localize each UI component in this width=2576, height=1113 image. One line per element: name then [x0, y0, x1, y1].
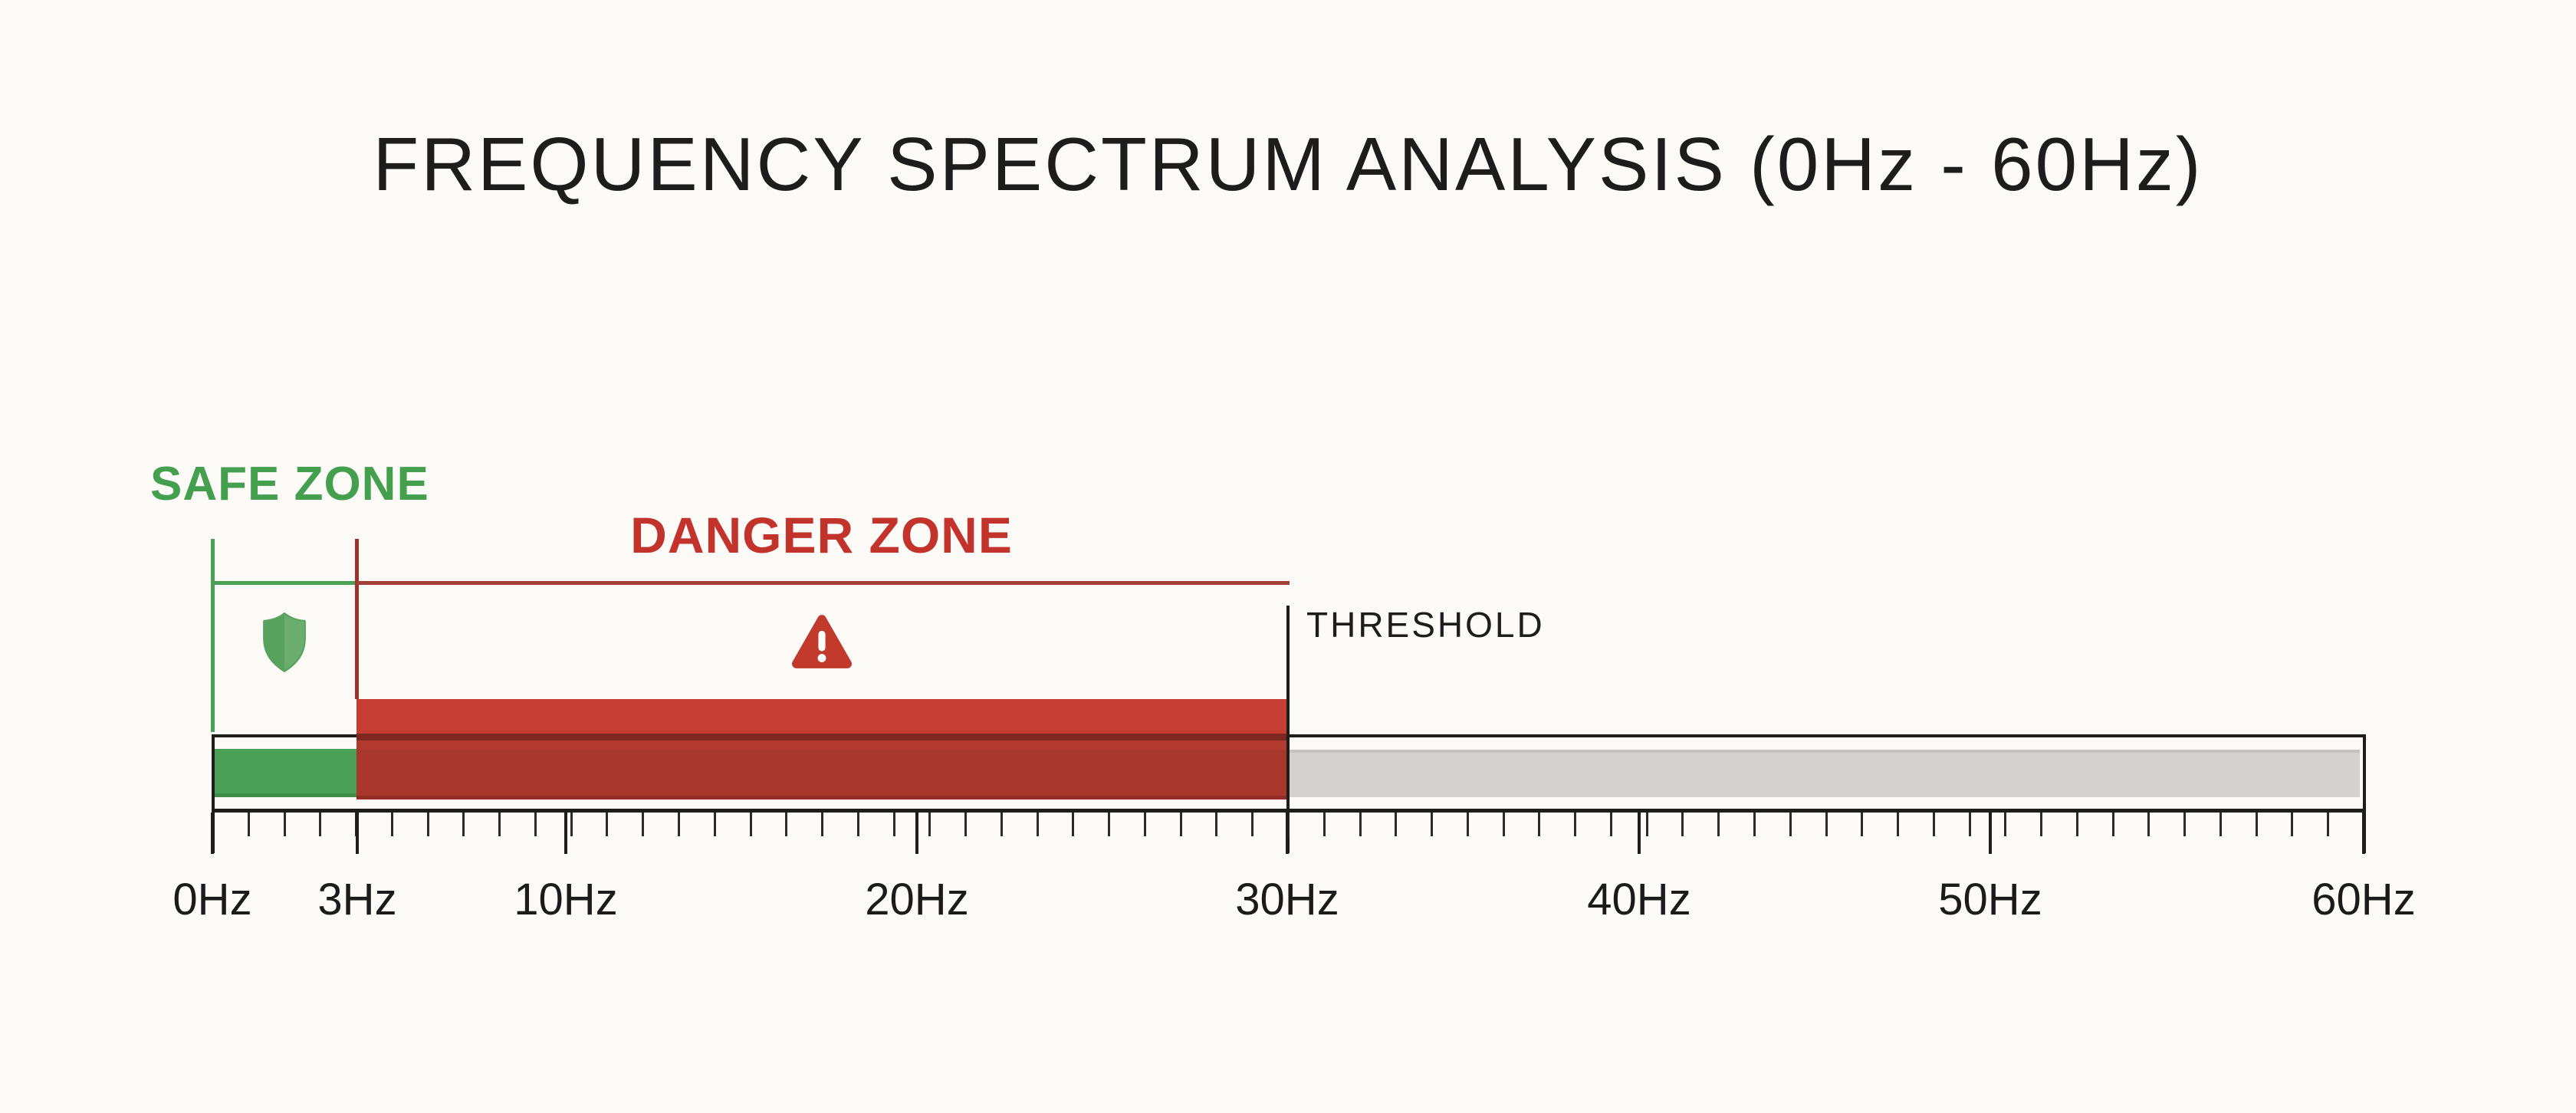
axis-minor-tick: [2075, 813, 2078, 836]
axis-major-tick: [1638, 813, 1641, 854]
axis-minor-tick: [426, 813, 429, 836]
axis-minor-tick: [892, 813, 895, 836]
axis-tick-label: 20Hz: [865, 875, 969, 924]
axis-minor-tick: [534, 813, 537, 836]
axis-minor-tick: [1932, 813, 1935, 836]
axis-minor-tick: [2327, 813, 2330, 836]
spectrum-bar-left-edge: [212, 734, 215, 853]
spectrum-bar-right-edge: [2363, 734, 2366, 853]
axis-minor-tick: [1609, 813, 1612, 836]
safe-zone-bar-segment: [215, 749, 356, 797]
axis-minor-tick: [1681, 813, 1684, 836]
axis-minor-tick: [1000, 813, 1003, 836]
danger-segment-seam: [356, 734, 1286, 740]
axis-major-tick: [1989, 813, 1992, 854]
axis-minor-tick: [462, 813, 465, 836]
safe-zone-label: SAFE ZONE: [150, 458, 429, 511]
axis-tick-label: 3Hz: [317, 875, 397, 924]
danger-zone-bracket-line: [356, 581, 1290, 585]
axis-minor-tick: [1753, 813, 1756, 836]
shield-icon: [258, 610, 310, 675]
danger-zone-pointer-line: [355, 539, 359, 699]
axis-minor-tick: [1322, 813, 1326, 836]
page-title: FREQUENCY SPECTRUM ANALYSIS (0Hz - 60Hz): [373, 122, 2203, 206]
axis-minor-tick: [1431, 813, 1434, 836]
safe-zone-pointer-line: [211, 539, 215, 732]
axis-minor-tick: [821, 813, 824, 836]
axis-minor-tick: [1717, 813, 1720, 836]
axis-minor-tick: [1215, 813, 1218, 836]
danger-segment-upper-band: [356, 699, 1286, 734]
axis-minor-tick: [749, 813, 752, 836]
axis-minor-tick: [928, 813, 932, 836]
axis-minor-tick: [1466, 813, 1469, 836]
axis-minor-tick: [606, 813, 609, 836]
axis-minor-tick: [2040, 813, 2043, 836]
danger-zone-label: DANGER ZONE: [630, 507, 1013, 563]
axis-minor-tick: [1897, 813, 1900, 836]
axis-minor-tick: [319, 813, 322, 836]
axis-major-tick: [564, 813, 567, 854]
axis-major-tick: [2362, 813, 2365, 854]
axis-baseline: [212, 809, 2366, 813]
axis-minor-tick: [1502, 813, 1505, 836]
axis-minor-tick: [1359, 813, 1362, 836]
axis-minor-tick: [1251, 813, 1254, 836]
axis-minor-tick: [2183, 813, 2187, 836]
danger-zone-bar-segment: [356, 699, 1286, 799]
axis-minor-tick: [1179, 813, 1182, 836]
axis-minor-tick: [713, 813, 716, 836]
axis-minor-tick: [2147, 813, 2150, 836]
axis-tick-label: 40Hz: [1587, 875, 1691, 924]
axis-minor-tick: [2255, 813, 2258, 836]
spectrum-bar-top-outline: [212, 734, 2366, 737]
axis-minor-tick: [498, 813, 501, 836]
axis-major-tick: [1286, 813, 1289, 854]
warning-triangle-icon: [790, 612, 854, 671]
danger-segment-lower-band: [356, 750, 1286, 799]
axis-major-tick: [211, 813, 214, 854]
axis-minor-tick: [1645, 813, 1648, 836]
axis-major-tick: [915, 813, 918, 854]
danger-segment-mid-band: [356, 740, 1286, 750]
axis-minor-tick: [785, 813, 788, 836]
threshold-label: THRESHOLD: [1306, 605, 1545, 645]
axis-minor-tick: [1143, 813, 1146, 836]
axis-minor-tick: [856, 813, 859, 836]
axis-tick-label: 10Hz: [514, 875, 618, 924]
axis-minor-tick: [570, 813, 573, 836]
axis-minor-tick: [1574, 813, 1577, 836]
axis-minor-tick: [1072, 813, 1075, 836]
axis-minor-tick: [1968, 813, 1971, 836]
axis-minor-tick: [390, 813, 393, 836]
axis-minor-tick: [1036, 813, 1039, 836]
axis-minor-tick: [1825, 813, 1828, 836]
axis-minor-tick: [283, 813, 286, 836]
inactive-range-bar-segment: [1290, 750, 2360, 797]
axis-tick-label: 50Hz: [1938, 875, 2042, 924]
axis-minor-tick: [2219, 813, 2222, 836]
axis-tick-label: 60Hz: [2312, 875, 2416, 924]
axis-minor-tick: [247, 813, 250, 836]
axis-minor-tick: [2004, 813, 2007, 836]
axis-minor-tick: [1789, 813, 1792, 836]
axis-minor-tick: [1395, 813, 1398, 836]
axis-minor-tick: [677, 813, 680, 836]
axis-minor-tick: [642, 813, 645, 836]
axis-minor-tick: [1108, 813, 1111, 836]
axis-minor-tick: [2291, 813, 2294, 836]
axis-minor-tick: [964, 813, 968, 836]
axis-tick-label: 30Hz: [1235, 875, 1339, 924]
axis-tick-label: 0Hz: [172, 875, 252, 924]
safe-zone-bracket-line: [211, 581, 356, 585]
axis-minor-tick: [1861, 813, 1864, 836]
threshold-marker-line: [1286, 606, 1290, 853]
axis-minor-tick: [2111, 813, 2114, 836]
axis-major-tick: [356, 813, 359, 854]
axis-minor-tick: [1538, 813, 1541, 836]
